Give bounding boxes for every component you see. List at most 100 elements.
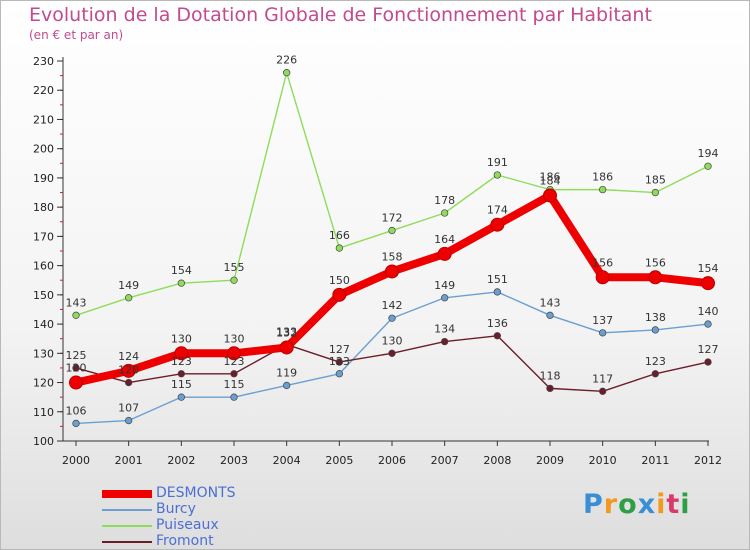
data-label: 127: [329, 343, 350, 356]
data-point: [493, 288, 501, 296]
data-label: 186: [592, 171, 613, 184]
data-label: 194: [698, 147, 719, 160]
data-point: [72, 364, 80, 372]
data-point: [599, 185, 607, 194]
data-point: [388, 349, 396, 357]
y-tick-label: 100: [33, 435, 54, 448]
data-point: [335, 370, 343, 378]
y-tick-label: 150: [33, 289, 54, 302]
data-point: [283, 381, 291, 390]
data-point: [174, 346, 189, 361]
data-point: [651, 370, 659, 378]
data-point: [230, 276, 238, 284]
data-label: 136: [487, 317, 508, 330]
data-label: 130: [382, 334, 403, 347]
data-point: [651, 188, 659, 197]
chart-subtitle: (en € et par an): [29, 28, 124, 42]
logo-letter: t: [666, 489, 681, 520]
data-label: 184: [540, 174, 561, 187]
data-label: 127: [698, 343, 719, 356]
y-tick-label: 180: [33, 201, 54, 214]
data-label: 134: [434, 323, 455, 336]
chart-title: Evolution de la Dotation Globale de Fonc…: [29, 4, 652, 26]
data-point: [177, 393, 185, 401]
data-label: 158: [382, 250, 403, 263]
data-point: [335, 358, 343, 366]
legend-swatch: [102, 541, 152, 543]
x-tick-label: 2003: [220, 454, 248, 467]
data-point: [388, 314, 396, 322]
data-label: 178: [434, 194, 455, 207]
legend-swatch: [102, 525, 152, 527]
data-point: [125, 378, 133, 387]
data-point: [599, 387, 607, 395]
data-point: [121, 363, 136, 378]
y-tick-label: 200: [33, 143, 54, 156]
data-label: 137: [592, 314, 613, 327]
data-label: 115: [224, 378, 245, 391]
data-point: [441, 337, 449, 346]
x-tick-label: 2008: [483, 454, 511, 467]
logo-letter: i: [656, 489, 667, 520]
y-tick-label: 170: [33, 230, 54, 243]
data-label: 154: [171, 264, 192, 277]
x-tick-label: 2004: [273, 454, 301, 467]
logo-letter: i: [680, 489, 691, 520]
data-point: [72, 419, 80, 428]
data-point: [230, 393, 238, 401]
data-label: 164: [434, 233, 455, 246]
data-label: 124: [118, 350, 139, 363]
proxiti-logo: Proxiti: [583, 489, 691, 520]
data-label: 123: [329, 355, 350, 368]
data-label: 120: [66, 362, 87, 375]
data-label: 133: [276, 326, 297, 339]
legend-label: Puiseaux: [156, 517, 219, 533]
legend-label: DESMONTS: [156, 485, 236, 501]
data-label: 172: [382, 212, 403, 225]
data-label: 106: [66, 404, 87, 417]
y-tick-label: 210: [33, 113, 54, 126]
data-point: [704, 358, 712, 366]
data-point: [651, 326, 659, 334]
data-point: [493, 171, 501, 179]
data-point: [72, 311, 80, 319]
data-point: [546, 311, 554, 319]
x-tick-label: 2011: [641, 454, 669, 467]
data-point: [335, 244, 343, 252]
logo-letter: r: [603, 489, 619, 520]
data-label: 123: [171, 355, 192, 368]
data-label: 118: [540, 369, 561, 382]
data-point: [125, 416, 133, 425]
data-point: [543, 188, 557, 203]
data-point: [227, 346, 241, 361]
data-label: 123: [224, 355, 245, 368]
data-point: [332, 287, 347, 302]
data-point: [385, 264, 399, 279]
data-label: 140: [698, 305, 719, 318]
data-label: 185: [645, 174, 666, 187]
data-label: 143: [66, 296, 87, 309]
data-label: 191: [487, 156, 508, 169]
legend-swatch: [102, 509, 152, 511]
data-point: [279, 340, 294, 355]
data-label: 142: [382, 299, 403, 312]
x-tick-label: 2005: [325, 454, 353, 467]
data-point: [69, 375, 83, 390]
logo-letter: o: [618, 489, 638, 520]
data-point: [177, 279, 185, 287]
y-tick-label: 140: [33, 318, 54, 331]
data-label: 174: [487, 204, 508, 217]
data-label: 125: [66, 349, 87, 362]
y-tick-label: 220: [33, 84, 54, 97]
data-label: 149: [434, 279, 455, 292]
data-label: 138: [645, 311, 666, 324]
data-point: [701, 276, 715, 291]
x-tick-label: 2006: [378, 454, 406, 467]
data-point: [546, 384, 554, 393]
data-label: 117: [592, 372, 613, 385]
data-point: [493, 332, 501, 340]
data-label: 150: [329, 274, 350, 287]
data-point: [388, 226, 396, 235]
